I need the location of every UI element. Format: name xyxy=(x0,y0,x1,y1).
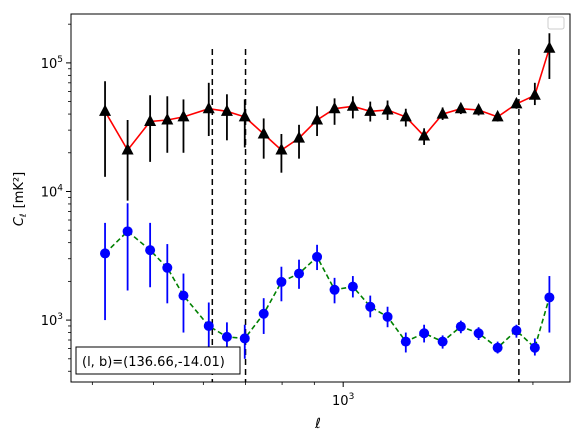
y-tick-label-0: 103 xyxy=(41,312,63,329)
series-1 xyxy=(100,203,555,359)
series-0-marker-7 xyxy=(238,109,251,122)
series-1-marker-18 xyxy=(437,336,448,347)
series-1-marker-7 xyxy=(239,333,250,344)
series-1-marker-22 xyxy=(511,325,522,336)
series-0-marker-4 xyxy=(177,109,190,122)
series-1-marker-19 xyxy=(455,321,466,332)
x-axis-label: ℓ xyxy=(314,416,321,432)
series-0-marker-14 xyxy=(364,104,377,116)
series-1-marker-16 xyxy=(400,336,411,347)
series-1-marker-14 xyxy=(365,301,376,312)
series-1-marker-23 xyxy=(529,342,540,353)
plot-background xyxy=(71,14,570,382)
series-1-marker-3 xyxy=(162,262,173,273)
series-0-marker-9 xyxy=(275,143,288,155)
series-1-marker-21 xyxy=(492,342,503,353)
series-0-marker-21 xyxy=(491,109,504,122)
y-axis-label: Cℓ[mK²] xyxy=(12,172,29,226)
series-0-marker-12 xyxy=(328,101,341,114)
series-1-marker-20 xyxy=(473,328,484,339)
series-1-marker-17 xyxy=(419,328,430,339)
series-0-marker-0 xyxy=(99,104,112,116)
series-0-marker-16 xyxy=(399,109,412,122)
series-0-marker-6 xyxy=(220,104,233,116)
y-tick-label-1: 104 xyxy=(41,183,64,200)
legend-box xyxy=(547,16,565,30)
series-0-marker-17 xyxy=(418,129,431,141)
x-tick-label-0: 103 xyxy=(332,392,354,409)
series-0-marker-23 xyxy=(528,88,541,100)
series-0-marker-20 xyxy=(472,103,485,115)
y-tick-label-2: 105 xyxy=(41,55,63,72)
series-1-marker-2 xyxy=(145,245,156,256)
series-0-marker-13 xyxy=(346,99,359,111)
series-1-marker-0 xyxy=(100,248,111,259)
series-0-marker-11 xyxy=(311,112,324,125)
series-0-marker-10 xyxy=(293,131,306,143)
series-1-marker-9 xyxy=(276,276,287,287)
series-0-marker-5 xyxy=(202,101,215,114)
series-0-marker-2 xyxy=(144,114,157,127)
series-1-marker-13 xyxy=(347,281,358,292)
series-0-marker-8 xyxy=(257,126,270,139)
series-1-marker-6 xyxy=(221,331,232,342)
series-0-marker-3 xyxy=(161,112,174,125)
series-0-marker-22 xyxy=(510,96,523,109)
series-1-marker-1 xyxy=(122,226,133,237)
series-0-marker-24 xyxy=(543,41,556,53)
series-1-marker-15 xyxy=(382,311,393,322)
series-1-marker-11 xyxy=(312,251,323,262)
series-1-marker-5 xyxy=(203,320,214,331)
series-1-marker-10 xyxy=(294,268,305,279)
series-0 xyxy=(99,33,556,201)
axis-tick-labels: 103 104 105 103 xyxy=(41,55,355,409)
plot-frame xyxy=(70,13,571,383)
series-1-marker-8 xyxy=(258,308,269,319)
series-1-marker-4 xyxy=(178,290,189,301)
series-layer xyxy=(99,33,556,359)
series-0-marker-15 xyxy=(381,103,394,115)
annotation-box xyxy=(75,346,241,375)
series-0-marker-1 xyxy=(121,143,134,155)
position-annotation: (l, b)=(136.66,-14.01) xyxy=(82,355,225,370)
series-1-marker-12 xyxy=(329,284,340,295)
axis-ticks xyxy=(66,23,534,387)
series-0-marker-18 xyxy=(436,107,449,119)
series-0-marker-19 xyxy=(454,101,467,114)
series-1-marker-24 xyxy=(544,292,555,303)
